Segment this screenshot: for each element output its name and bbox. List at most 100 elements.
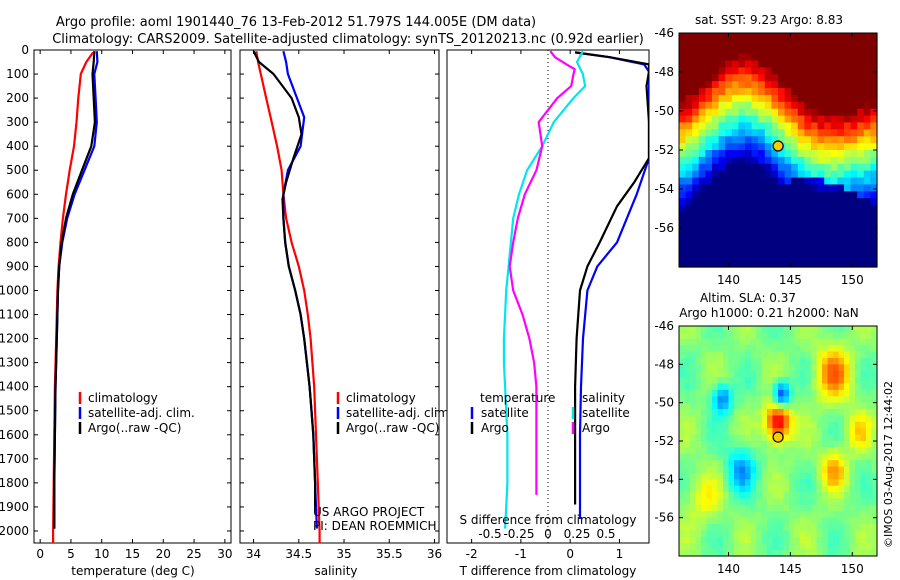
heatmap-cell (698, 163, 706, 172)
heatmap-cell (811, 218, 819, 227)
heatmap-cell (789, 402, 796, 410)
heatmap-cell (701, 421, 708, 429)
heatmap-cell (816, 549, 823, 557)
heatmap-cell (690, 332, 697, 340)
heatmap-cell (684, 364, 691, 372)
heatmap-cell (844, 60, 852, 69)
heatmap-cell (750, 466, 757, 474)
heatmap-cell (679, 232, 687, 241)
heatmap-cell (844, 225, 852, 234)
heatmap-cell (866, 370, 873, 378)
map-lat-label: -56 (654, 221, 674, 235)
heatmap-cell (783, 434, 790, 442)
heatmap-cell (679, 364, 686, 372)
heatmap-cell (718, 67, 726, 75)
heatmap-cell (822, 421, 829, 429)
heatmap-cell (771, 129, 779, 137)
heatmap-cell (751, 143, 759, 151)
heatmap-cell (750, 345, 757, 353)
heatmap-cell (685, 260, 693, 268)
heatmap-cell (679, 357, 686, 365)
heatmap-cell (804, 46, 812, 55)
heatmap-cell (822, 530, 829, 538)
heatmap-cell (783, 441, 790, 448)
heatmap-cell (791, 156, 799, 165)
heatmap-cell (838, 383, 845, 391)
heatmap-cell (731, 218, 739, 227)
heatmap-cell (789, 351, 796, 359)
depth-tick-label: 300 (6, 115, 29, 129)
heatmap-cell (695, 415, 702, 423)
heatmap-cell (863, 177, 871, 186)
heatmap-cell (771, 232, 779, 241)
heatmap-cell (783, 498, 790, 506)
heatmap-cell (725, 205, 733, 213)
heatmap-cell (705, 260, 713, 268)
heatmap-cell (698, 246, 706, 254)
heatmap-cell (824, 39, 832, 48)
heatmap-cell (784, 205, 792, 213)
heatmap-cell (698, 136, 706, 144)
heatmap-cell (717, 549, 724, 557)
heatmap-cell (870, 184, 878, 192)
heatmap-cell (811, 115, 819, 124)
heatmap-cell (870, 156, 878, 165)
heatmap-cell (797, 122, 805, 130)
heatmap-cell (789, 338, 796, 346)
heatmap-cell (679, 415, 686, 423)
heatmap-cell (778, 364, 785, 372)
heatmap-cell (685, 246, 693, 254)
heatmap-cell (734, 338, 741, 346)
heatmap-cell (705, 218, 713, 227)
heatmap-cell (701, 409, 708, 417)
heatmap-cell (751, 232, 759, 241)
heatmap-cell (745, 94, 753, 103)
heatmap-cell (705, 177, 713, 186)
heatmap-cell (739, 364, 746, 372)
heatmap-cell (718, 94, 726, 103)
heatmap-cell (844, 415, 851, 423)
heatmap-cell (750, 364, 757, 372)
heatmap-cell (789, 357, 796, 365)
heatmap-cell (738, 239, 746, 247)
heatmap-cell (712, 453, 719, 461)
heatmap-cell (728, 364, 735, 372)
heatmap-cell (728, 434, 735, 442)
heatmap-cell (791, 67, 799, 75)
heatmap-cell (767, 472, 774, 480)
heatmap-cell (750, 543, 757, 551)
heatmap-cell (712, 338, 719, 346)
heatmap-cell (690, 370, 697, 378)
heatmap-cell (718, 225, 726, 234)
heatmap-cell (833, 472, 840, 480)
heatmap-cell (833, 460, 840, 468)
heatmap-cell (761, 517, 768, 525)
heatmap-cell (783, 479, 790, 487)
heatmap-cell (850, 46, 858, 55)
heatmap-cell (679, 239, 687, 247)
heatmap-cell (811, 421, 818, 429)
heatmap-cell (794, 351, 801, 359)
heatmap-cell (794, 549, 801, 557)
heatmap-cell (827, 409, 834, 417)
heatmap-cell (705, 67, 713, 75)
heatmap-cell (731, 33, 739, 41)
heatmap-cell (745, 218, 753, 227)
heatmap-cell (705, 239, 713, 247)
heatmap-cell (866, 466, 873, 474)
heatmap-cell (784, 246, 792, 254)
heatmap-cell (817, 53, 825, 62)
heatmap-cell (783, 389, 790, 397)
heatmap-cell (844, 136, 852, 144)
heatmap-cell (767, 332, 774, 340)
heatmap-cell (860, 530, 867, 538)
heatmap-cell (811, 466, 818, 474)
series-line-salinity-argo (508, 50, 576, 495)
s-tick-label: 0.5 (596, 527, 615, 541)
heatmap-cell (705, 253, 713, 261)
heatmap-cell (695, 332, 702, 340)
heatmap-cell (717, 364, 724, 372)
heatmap-cell (783, 332, 790, 340)
heatmap-cell (837, 94, 845, 103)
heatmap-cell (778, 396, 785, 404)
